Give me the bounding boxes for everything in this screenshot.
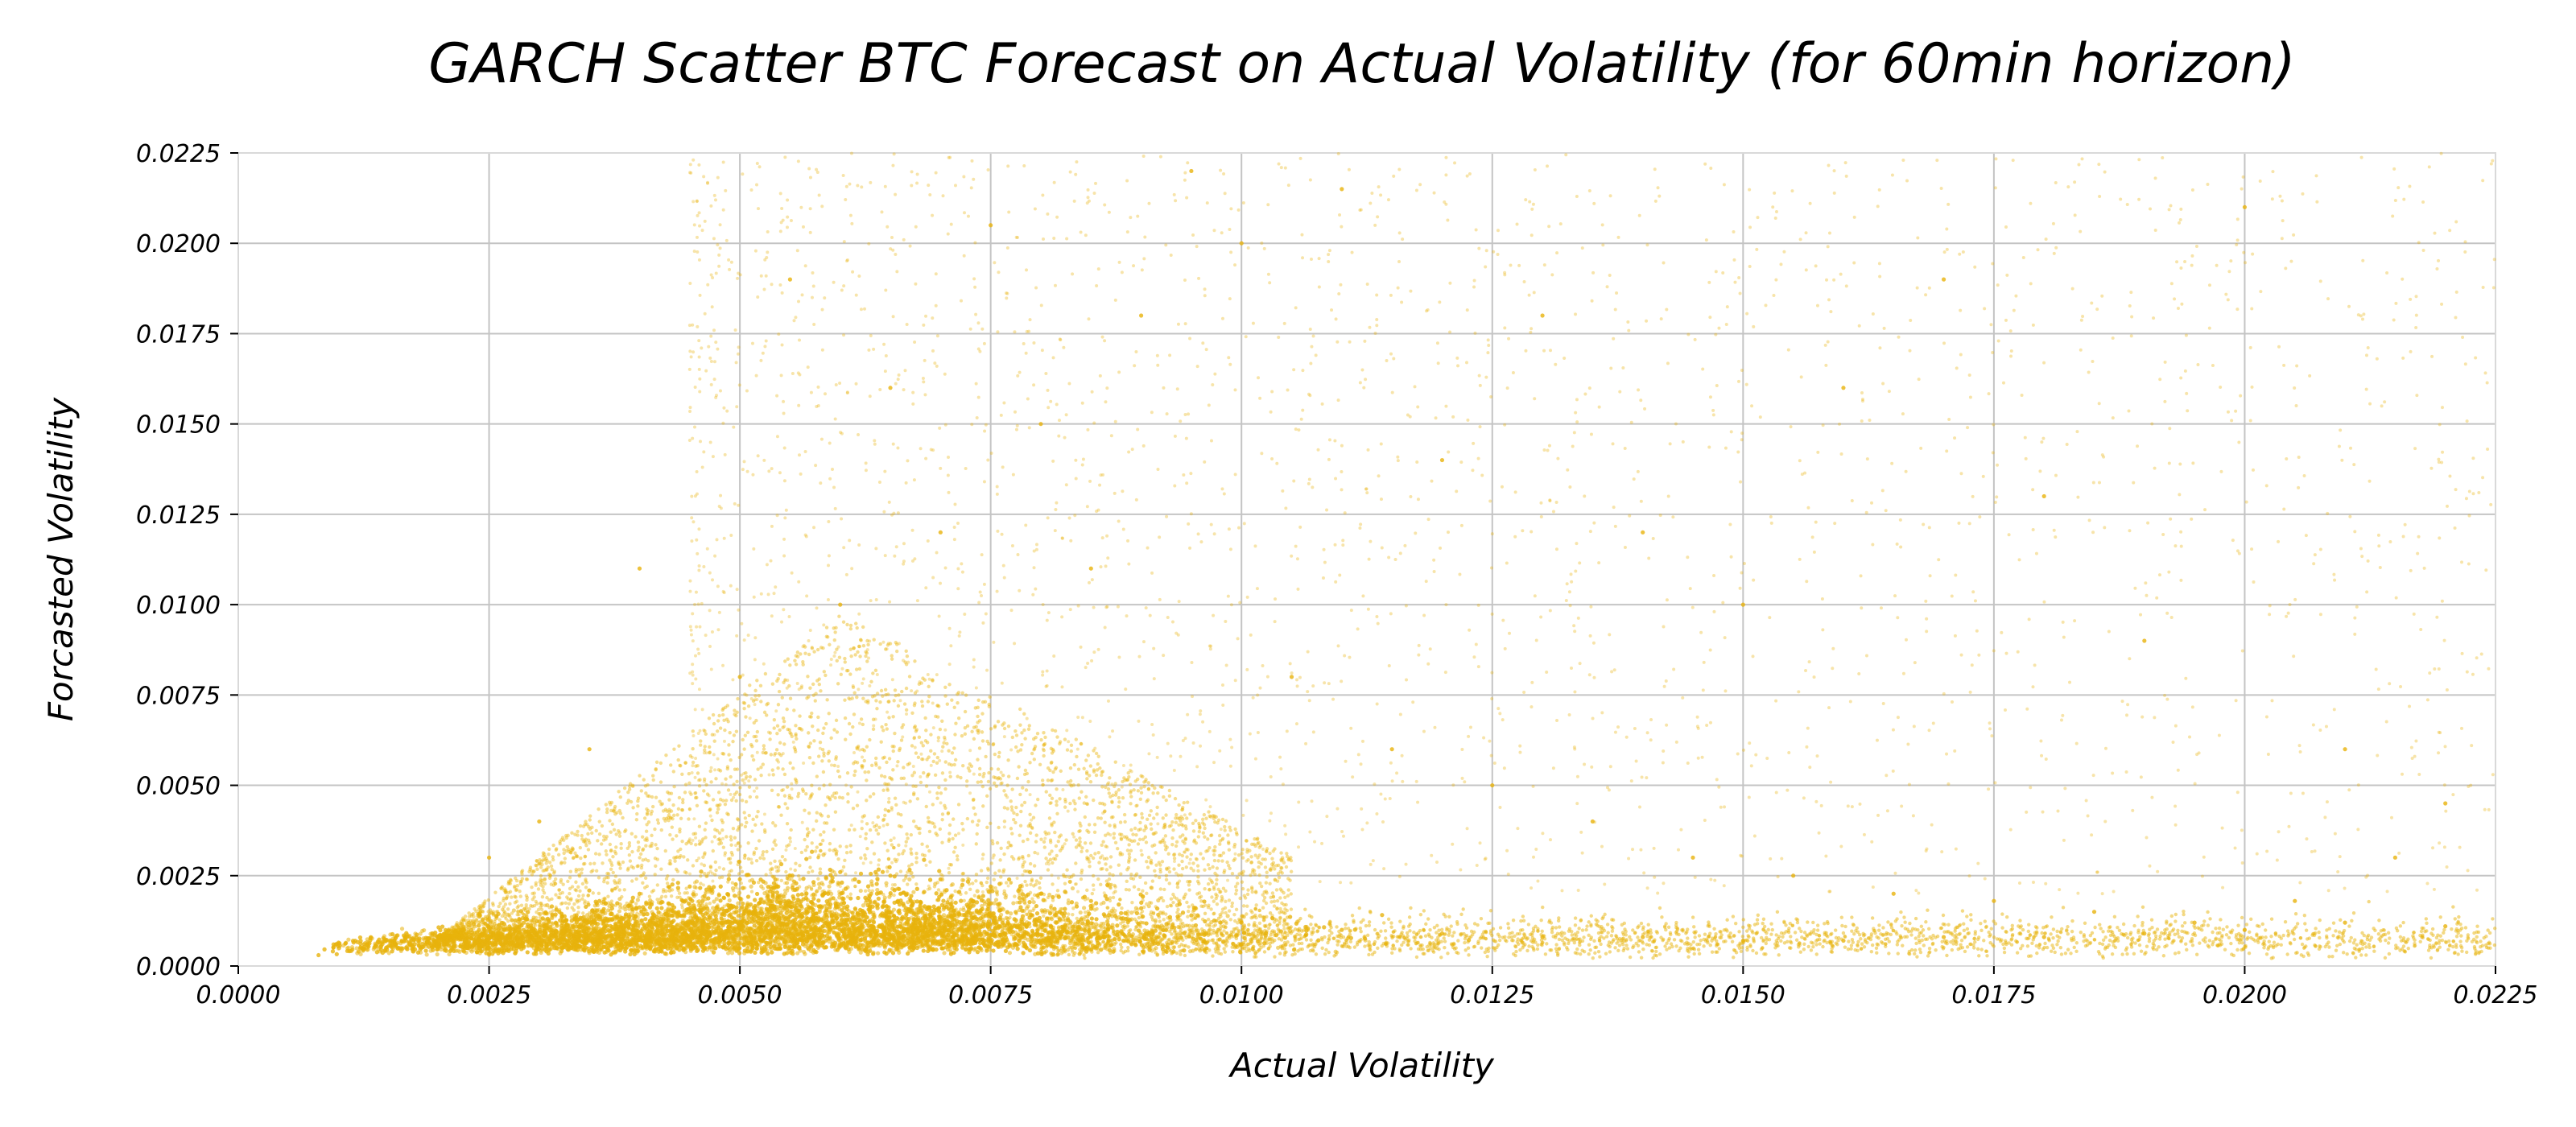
chart-title: GARCH Scatter BTC Forecast on Actual Vol… [428, 32, 2295, 96]
scatter-point [1033, 944, 1038, 950]
scatter-point [447, 952, 452, 957]
scatter-point [817, 886, 822, 890]
scatter-point [635, 898, 640, 902]
data-points [316, 151, 2497, 960]
scatter-point [746, 894, 751, 899]
scatter-point [1070, 886, 1075, 891]
scatter-point [1007, 951, 1013, 956]
scatter-point [1009, 911, 1013, 916]
scatter-point [714, 897, 719, 902]
scatter-point [642, 951, 647, 956]
scatter-point [876, 951, 881, 956]
scatter-point [950, 882, 955, 887]
scatter-point [1066, 901, 1071, 906]
grid-lines [237, 152, 2496, 967]
scatter-point [1026, 904, 1030, 909]
scatter-point [346, 937, 351, 942]
scatter-point [1078, 910, 1083, 915]
scatter-point [435, 952, 440, 957]
scatter-point [749, 884, 753, 889]
plot-frame [237, 152, 2496, 967]
scatter-point [1225, 914, 1230, 919]
scatter-point [1031, 900, 1036, 905]
scatter-point [1011, 901, 1016, 906]
scatter-point [399, 927, 405, 931]
scatter-point [827, 884, 832, 889]
scatter-point [1109, 914, 1115, 919]
scatter-point [972, 947, 976, 952]
scatter-point [871, 912, 876, 917]
scatter-point [424, 952, 429, 957]
scatter-point [538, 911, 543, 916]
scatter-point [712, 899, 716, 904]
scatter-point [727, 873, 732, 877]
scatter-point [617, 909, 622, 914]
scatter-point [858, 888, 863, 894]
scatter-point [418, 931, 423, 936]
scatter-point [993, 898, 999, 902]
scatter-point [1257, 914, 1262, 919]
